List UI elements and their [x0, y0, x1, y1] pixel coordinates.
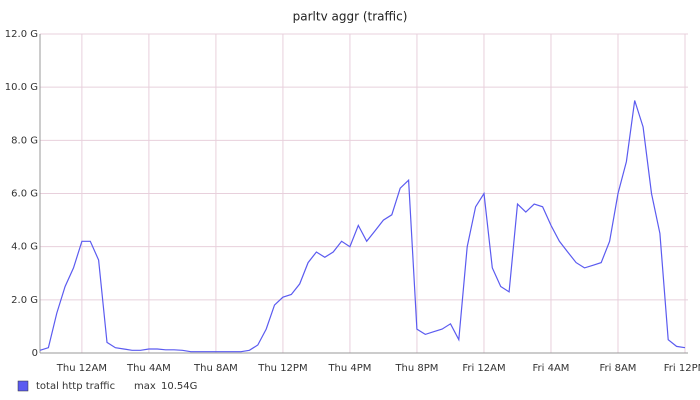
legend-swatch — [17, 380, 29, 392]
x-tick-label: Thu 8AM — [193, 363, 238, 374]
x-tick-label: Fri 4AM — [533, 363, 570, 374]
x-tick-label: Fri 12PM — [664, 363, 700, 374]
series-line — [39, 100, 686, 353]
x-tick-label: Thu 8PM — [394, 363, 438, 374]
chart-title: parltv aggr (traffic) — [293, 10, 408, 24]
x-tick-label: Thu 4AM — [126, 363, 171, 374]
legend-max-value: 10.54G — [161, 381, 197, 392]
x-tick-label: Thu 12AM — [56, 363, 107, 374]
y-tick-label: 0 — [32, 348, 38, 359]
x-tick-label: Fri 12AM — [462, 363, 505, 374]
y-tick-label: 12.0 G — [5, 29, 38, 40]
legend-max-label: max — [134, 381, 156, 392]
x-tick-label: Fri 8AM — [600, 363, 637, 374]
y-tick-label: 8.0 G — [11, 135, 38, 146]
x-tick-label: Thu 4PM — [327, 363, 371, 374]
y-tick-label: 4.0 G — [11, 242, 38, 253]
legend-label: total http traffic — [36, 381, 115, 392]
y-tick-label: 10.0 G — [5, 82, 38, 93]
y-tick-label: 6.0 G — [11, 189, 38, 200]
x-tick-label: Thu 12PM — [257, 363, 307, 374]
y-tick-label: 2.0 G — [11, 295, 38, 306]
